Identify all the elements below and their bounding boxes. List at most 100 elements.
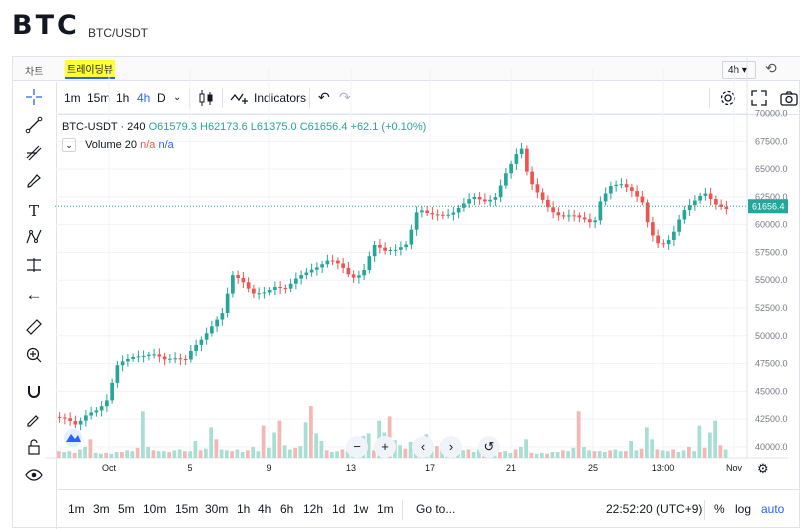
refresh-icon[interactable]: ⟲ xyxy=(765,60,777,76)
collapse-legend-icon[interactable]: ⌄ xyxy=(62,138,76,152)
chevron-down-icon[interactable]: ⌄ xyxy=(173,92,182,103)
log-toggle[interactable]: log xyxy=(735,502,752,516)
volume-bar xyxy=(655,449,660,458)
indicators-button[interactable]: Indicators xyxy=(254,91,307,105)
volume-bar xyxy=(718,445,723,458)
interval-d[interactable]: D xyxy=(157,91,166,105)
candle-body xyxy=(698,195,702,201)
range-6h[interactable]: 6h xyxy=(280,502,294,516)
volume-bar xyxy=(93,452,98,458)
coin-title: BTC xyxy=(12,10,80,41)
lock-drawing-icon[interactable] xyxy=(23,410,45,432)
candle-body xyxy=(262,292,267,294)
volume-bar xyxy=(624,451,628,458)
range-1d[interactable]: 1d xyxy=(332,502,346,516)
candle-body xyxy=(435,214,440,216)
candle-body xyxy=(89,412,93,416)
pattern-icon[interactable] xyxy=(23,228,45,250)
candle-body xyxy=(514,154,519,164)
volume-bar xyxy=(67,451,72,458)
candle-body xyxy=(126,358,130,362)
interval-1h[interactable]: 1h xyxy=(116,91,130,105)
candle-body xyxy=(63,417,67,419)
fib-tool-icon[interactable] xyxy=(23,144,45,166)
brush-icon[interactable] xyxy=(23,172,45,194)
timeframe-select[interactable]: 4h ▾ xyxy=(722,61,756,79)
volume-bar xyxy=(676,452,681,458)
range-1w[interactable]: 1w xyxy=(353,502,369,516)
redo-icon[interactable]: ↷ xyxy=(339,89,351,105)
zoom-in-icon[interactable] xyxy=(23,346,45,368)
camera-icon[interactable] xyxy=(780,89,798,110)
lock-icon[interactable] xyxy=(23,438,45,460)
range-3m[interactable]: 3m xyxy=(93,502,110,516)
volume-bar xyxy=(230,451,234,458)
candle-body xyxy=(656,235,660,244)
candle-body xyxy=(136,356,141,358)
volume-bar xyxy=(214,439,219,458)
eye-icon[interactable] xyxy=(23,466,45,488)
text-tool-icon[interactable]: T xyxy=(28,202,39,220)
percent-toggle[interactable]: % xyxy=(714,502,725,516)
range-15m[interactable]: 15m xyxy=(175,502,199,516)
scroll-left-button[interactable]: ‹ xyxy=(412,436,434,458)
candle-body xyxy=(672,231,676,240)
range-5m[interactable]: 5m xyxy=(118,502,135,516)
volume-label: Volume 20 xyxy=(85,139,138,151)
tab-chart[interactable]: 차트 xyxy=(25,67,44,78)
range-30m[interactable]: 30m xyxy=(205,502,229,516)
candle-body xyxy=(367,256,372,271)
tab-tradingview[interactable]: 트레이딩뷰 xyxy=(65,60,115,79)
back-arrow-icon[interactable]: ← xyxy=(25,285,43,304)
legend-open: O61579.3 xyxy=(148,121,197,133)
volume-bar xyxy=(524,439,528,458)
volume-bar xyxy=(613,449,618,458)
zoom-in-button[interactable]: + xyxy=(374,436,396,458)
candle-body xyxy=(488,199,492,202)
interval-4h[interactable]: 4h xyxy=(137,91,151,105)
range-1mo[interactable]: 1m xyxy=(377,502,394,516)
interval-1m[interactable]: 1m xyxy=(64,91,81,105)
volume-bar xyxy=(282,445,287,458)
range-10m[interactable]: 10m xyxy=(143,502,167,516)
prediction-icon[interactable] xyxy=(23,256,45,278)
auto-toggle[interactable]: auto xyxy=(761,502,785,516)
trend-line-icon[interactable] xyxy=(23,116,45,138)
x-tick-label: 13 xyxy=(346,463,356,473)
range-4h[interactable]: 4h xyxy=(258,502,272,516)
volume-bar xyxy=(298,446,303,458)
indicators-icon[interactable] xyxy=(230,90,250,109)
range-12h[interactable]: 12h xyxy=(303,502,324,516)
divider xyxy=(704,500,705,520)
ruler-icon[interactable] xyxy=(23,318,45,340)
divider xyxy=(402,500,403,520)
volume-bar xyxy=(120,452,124,458)
volume-bar xyxy=(513,449,518,458)
interval-15m[interactable]: 15m xyxy=(87,91,111,105)
volume-bar xyxy=(398,445,402,458)
candle-type-icon[interactable] xyxy=(198,89,214,110)
candle-body xyxy=(99,406,104,411)
magnet-icon[interactable] xyxy=(23,382,45,404)
candle-body xyxy=(399,247,403,250)
candle-body xyxy=(635,191,639,197)
reset-chart-button[interactable]: ↺ xyxy=(478,436,500,458)
candle-body xyxy=(577,215,582,218)
price-chart[interactable]: 70000.0 67500.0 65000.0 62500.0 60000.0 57500… xyxy=(45,58,788,488)
zoom-out-button[interactable]: − xyxy=(346,436,368,458)
ohlc-legend: BTC-USDT · 240 O61579.3 H62173.6 L61375.… xyxy=(62,121,426,133)
undo-icon[interactable]: ↶ xyxy=(318,89,330,105)
volume-bar xyxy=(634,450,639,458)
candle-body xyxy=(84,415,88,421)
candle-body xyxy=(504,173,508,186)
fullscreen-icon[interactable] xyxy=(750,89,768,110)
candle-body xyxy=(546,199,550,208)
goto-button[interactable]: Go to... xyxy=(416,502,456,516)
scroll-right-button[interactable]: › xyxy=(440,436,462,458)
range-1m[interactable]: 1m xyxy=(68,502,85,516)
x-tick-label: 17 xyxy=(425,463,435,473)
candle-body xyxy=(703,193,708,196)
crosshair-icon[interactable] xyxy=(23,88,45,110)
range-1h[interactable]: 1h xyxy=(237,502,251,516)
candle-body xyxy=(105,400,109,407)
